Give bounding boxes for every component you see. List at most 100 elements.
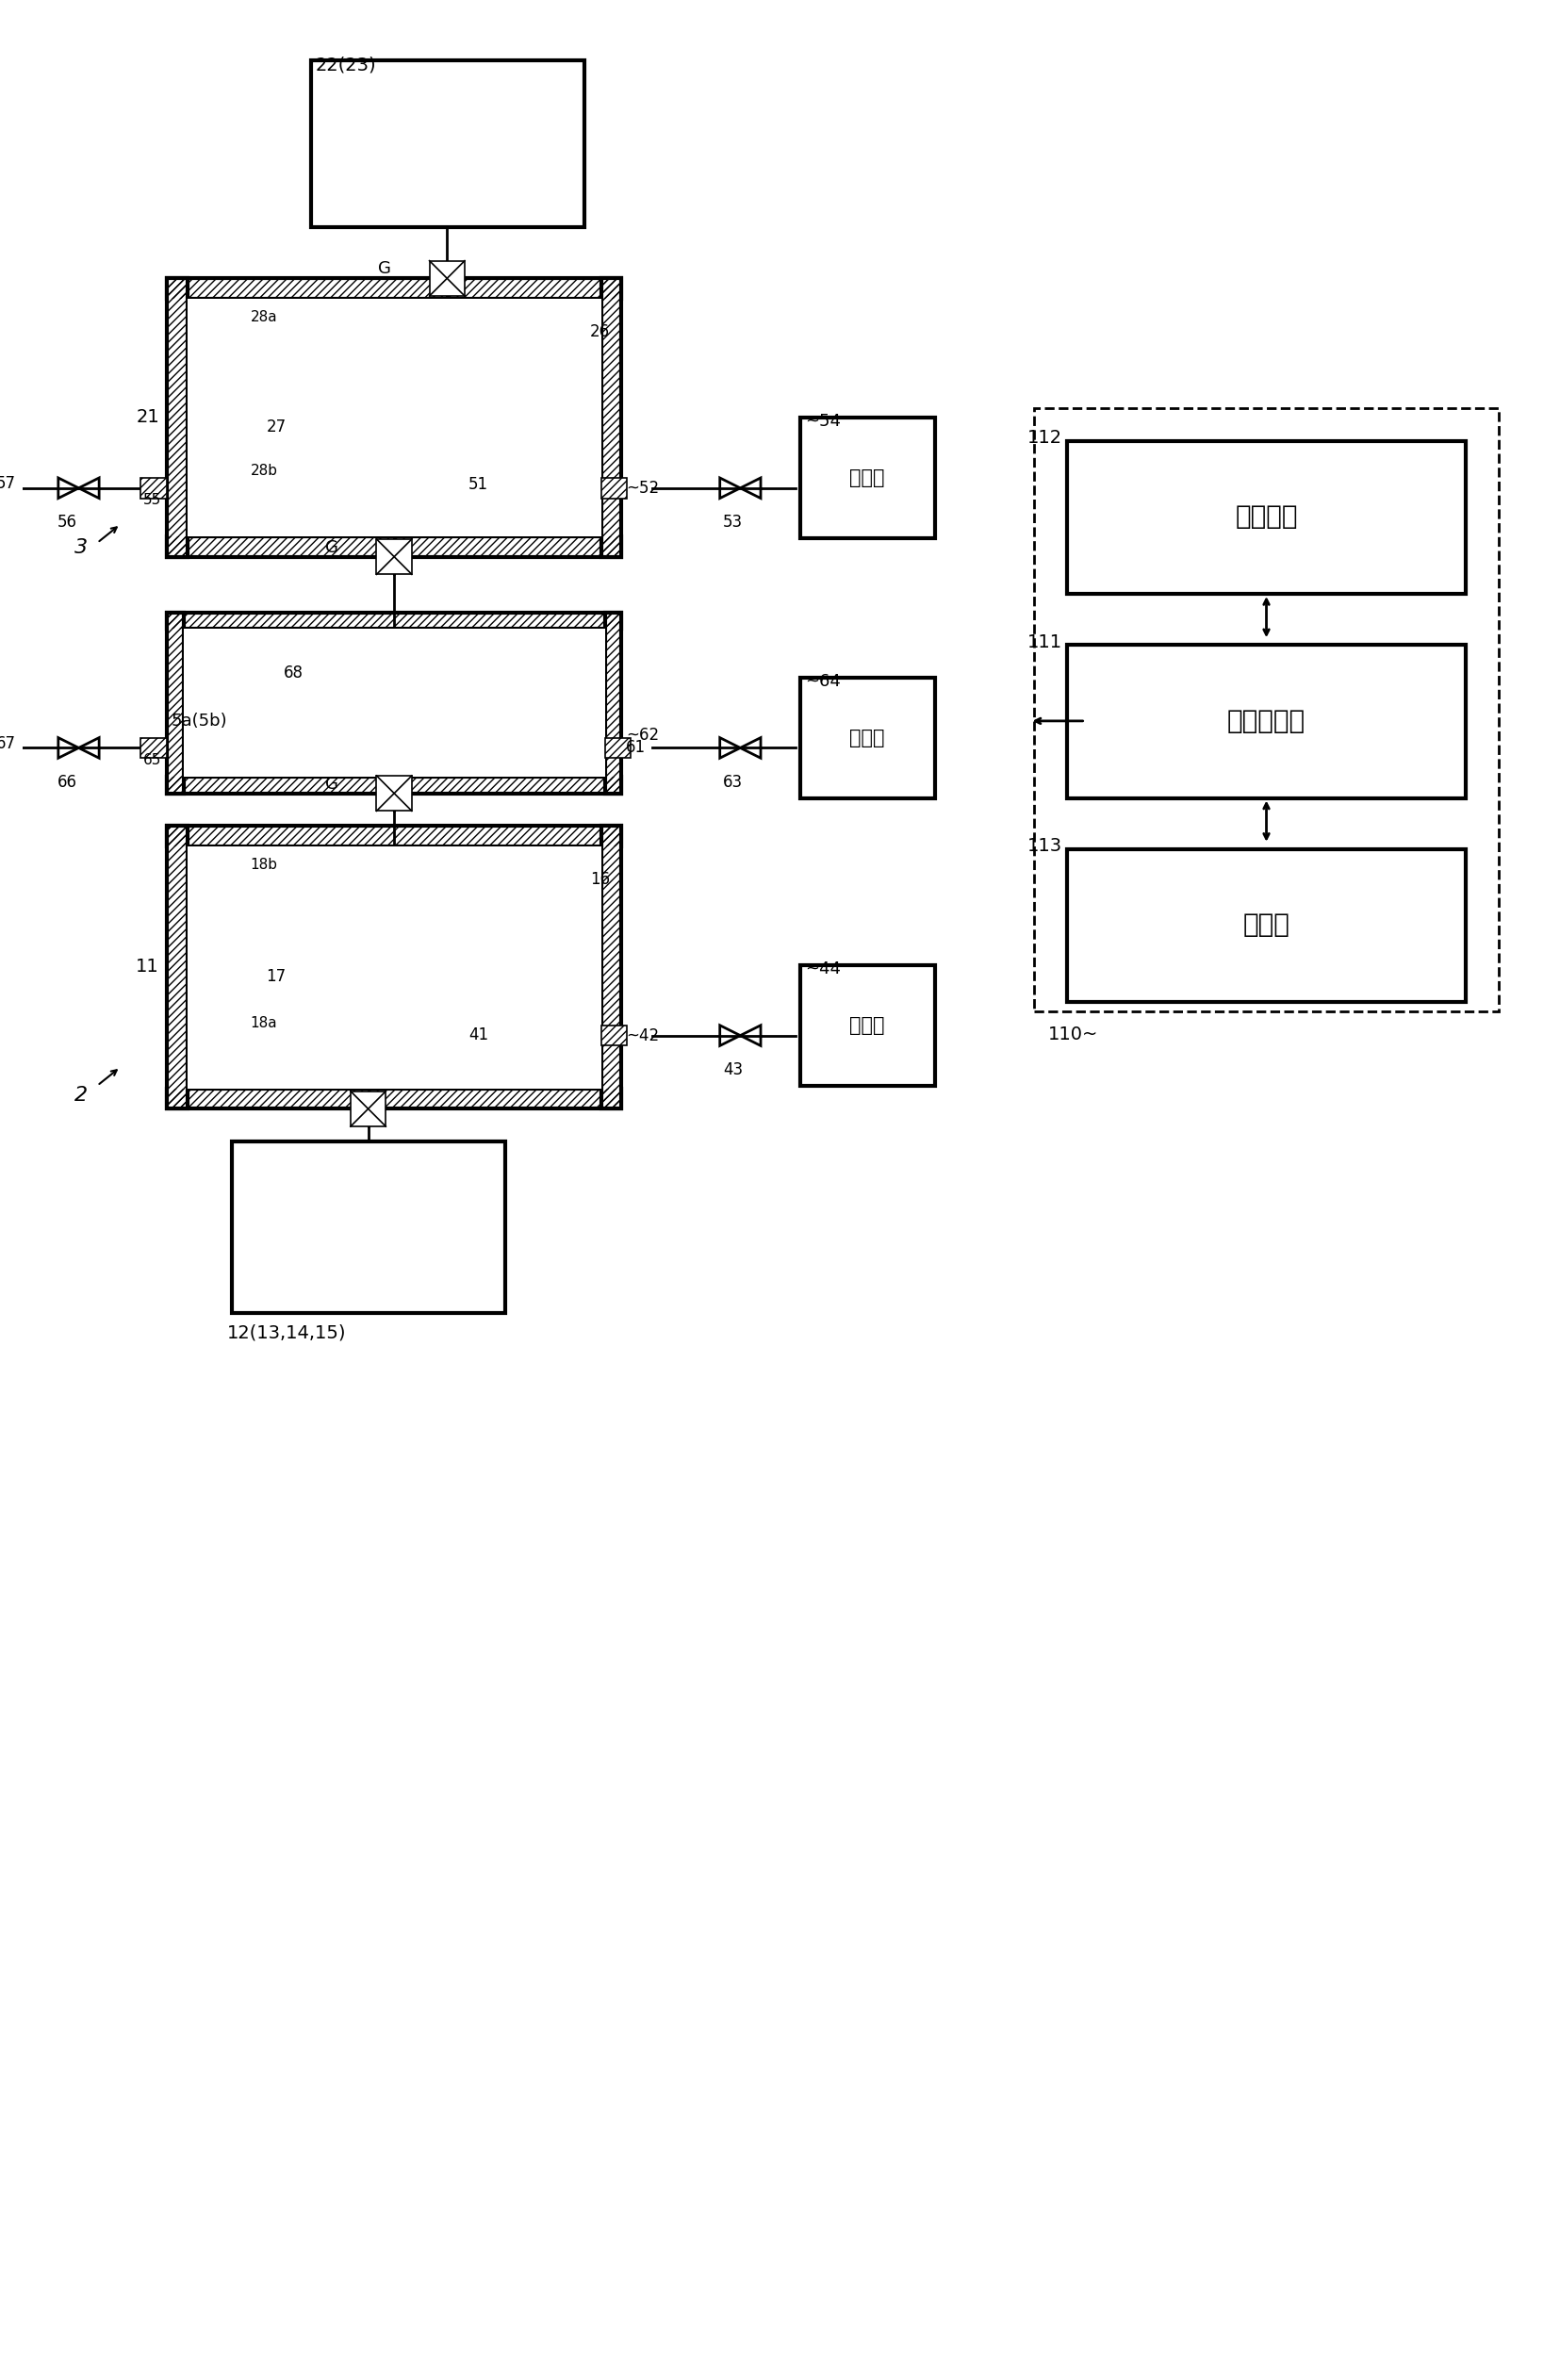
Bar: [140, 738, 167, 759]
Bar: [248, 312, 259, 388]
Bar: [459, 883, 573, 954]
Text: 过程控制器: 过程控制器: [1228, 707, 1306, 733]
Bar: [601, 478, 627, 497]
Bar: [167, 536, 621, 557]
Bar: [800, 416, 934, 538]
Text: 用户接口: 用户接口: [1236, 505, 1298, 531]
Bar: [248, 414, 259, 476]
Bar: [140, 478, 167, 497]
Bar: [605, 738, 630, 759]
Bar: [167, 1088, 621, 1109]
Text: 3: 3: [73, 538, 87, 557]
Bar: [167, 612, 621, 628]
Text: 真空泵: 真空泵: [850, 728, 885, 747]
Text: 18b: 18b: [250, 857, 278, 871]
Text: 21: 21: [136, 409, 159, 426]
Text: 41: 41: [468, 1026, 488, 1042]
Polygon shape: [58, 738, 78, 759]
Bar: [184, 628, 605, 776]
Bar: [605, 612, 621, 793]
Text: 65: 65: [142, 752, 161, 766]
Bar: [167, 826, 187, 1109]
Bar: [601, 478, 627, 497]
Bar: [351, 1090, 385, 1126]
Bar: [1067, 645, 1466, 797]
Bar: [448, 436, 587, 533]
Text: G: G: [326, 776, 339, 793]
Text: 67: 67: [0, 735, 16, 752]
Text: ~62: ~62: [626, 726, 660, 743]
Bar: [601, 278, 621, 557]
Bar: [140, 478, 167, 497]
Text: 110~: 110~: [1048, 1026, 1098, 1042]
Bar: [1034, 409, 1498, 1012]
Text: G: G: [326, 538, 339, 557]
Text: ~54: ~54: [805, 412, 841, 431]
Bar: [167, 776, 621, 793]
Bar: [167, 612, 621, 628]
Bar: [276, 647, 424, 731]
Bar: [601, 1026, 627, 1045]
Bar: [232, 1142, 505, 1314]
Bar: [376, 540, 412, 574]
Bar: [167, 612, 184, 793]
Text: 27: 27: [267, 419, 285, 436]
Bar: [448, 983, 587, 1085]
Text: 18a: 18a: [250, 1016, 278, 1031]
Text: 22(23): 22(23): [315, 55, 376, 74]
Text: 112: 112: [1028, 428, 1062, 447]
Polygon shape: [58, 478, 78, 497]
Polygon shape: [719, 478, 741, 497]
Bar: [167, 826, 621, 847]
Bar: [167, 278, 187, 557]
Text: 43: 43: [722, 1061, 743, 1078]
Polygon shape: [741, 738, 761, 759]
Text: 28a: 28a: [250, 309, 278, 324]
Text: 26: 26: [590, 324, 610, 340]
Bar: [310, 60, 585, 228]
Bar: [248, 966, 259, 1028]
Text: 真空泵: 真空泵: [850, 469, 885, 488]
Text: G: G: [379, 259, 392, 278]
Text: 57: 57: [0, 476, 16, 493]
Text: ~44: ~44: [805, 962, 841, 978]
Bar: [601, 278, 621, 557]
Bar: [167, 278, 187, 557]
Text: 28b: 28b: [250, 464, 278, 478]
Text: 真空泵: 真空泵: [850, 1016, 885, 1035]
Text: ~64: ~64: [805, 674, 841, 690]
Text: 12(13,14,15): 12(13,14,15): [228, 1323, 346, 1342]
Text: 113: 113: [1028, 838, 1062, 854]
Bar: [800, 678, 934, 797]
Bar: [248, 859, 259, 935]
Bar: [167, 826, 187, 1109]
Polygon shape: [719, 738, 741, 759]
Text: 11: 11: [136, 957, 159, 976]
Text: 68: 68: [284, 664, 304, 681]
Bar: [167, 536, 621, 557]
Bar: [605, 612, 621, 793]
Bar: [601, 826, 621, 1109]
Bar: [167, 776, 621, 793]
Bar: [438, 864, 582, 969]
Text: 55: 55: [142, 493, 161, 507]
Polygon shape: [719, 1026, 741, 1045]
Text: 111: 111: [1028, 633, 1062, 652]
Bar: [167, 826, 621, 847]
Polygon shape: [78, 738, 100, 759]
Bar: [167, 278, 621, 300]
Text: ~52: ~52: [626, 481, 660, 497]
Bar: [438, 317, 582, 421]
Text: 53: 53: [722, 514, 743, 531]
Bar: [800, 964, 934, 1085]
Bar: [459, 336, 573, 407]
Bar: [140, 738, 167, 759]
Text: 2: 2: [73, 1085, 87, 1104]
Bar: [1067, 850, 1466, 1002]
Polygon shape: [741, 478, 761, 497]
Text: 16: 16: [590, 871, 610, 888]
Text: 66: 66: [58, 774, 78, 790]
Text: ~42: ~42: [626, 1028, 660, 1045]
Text: 17: 17: [267, 969, 285, 985]
Bar: [601, 1026, 627, 1045]
